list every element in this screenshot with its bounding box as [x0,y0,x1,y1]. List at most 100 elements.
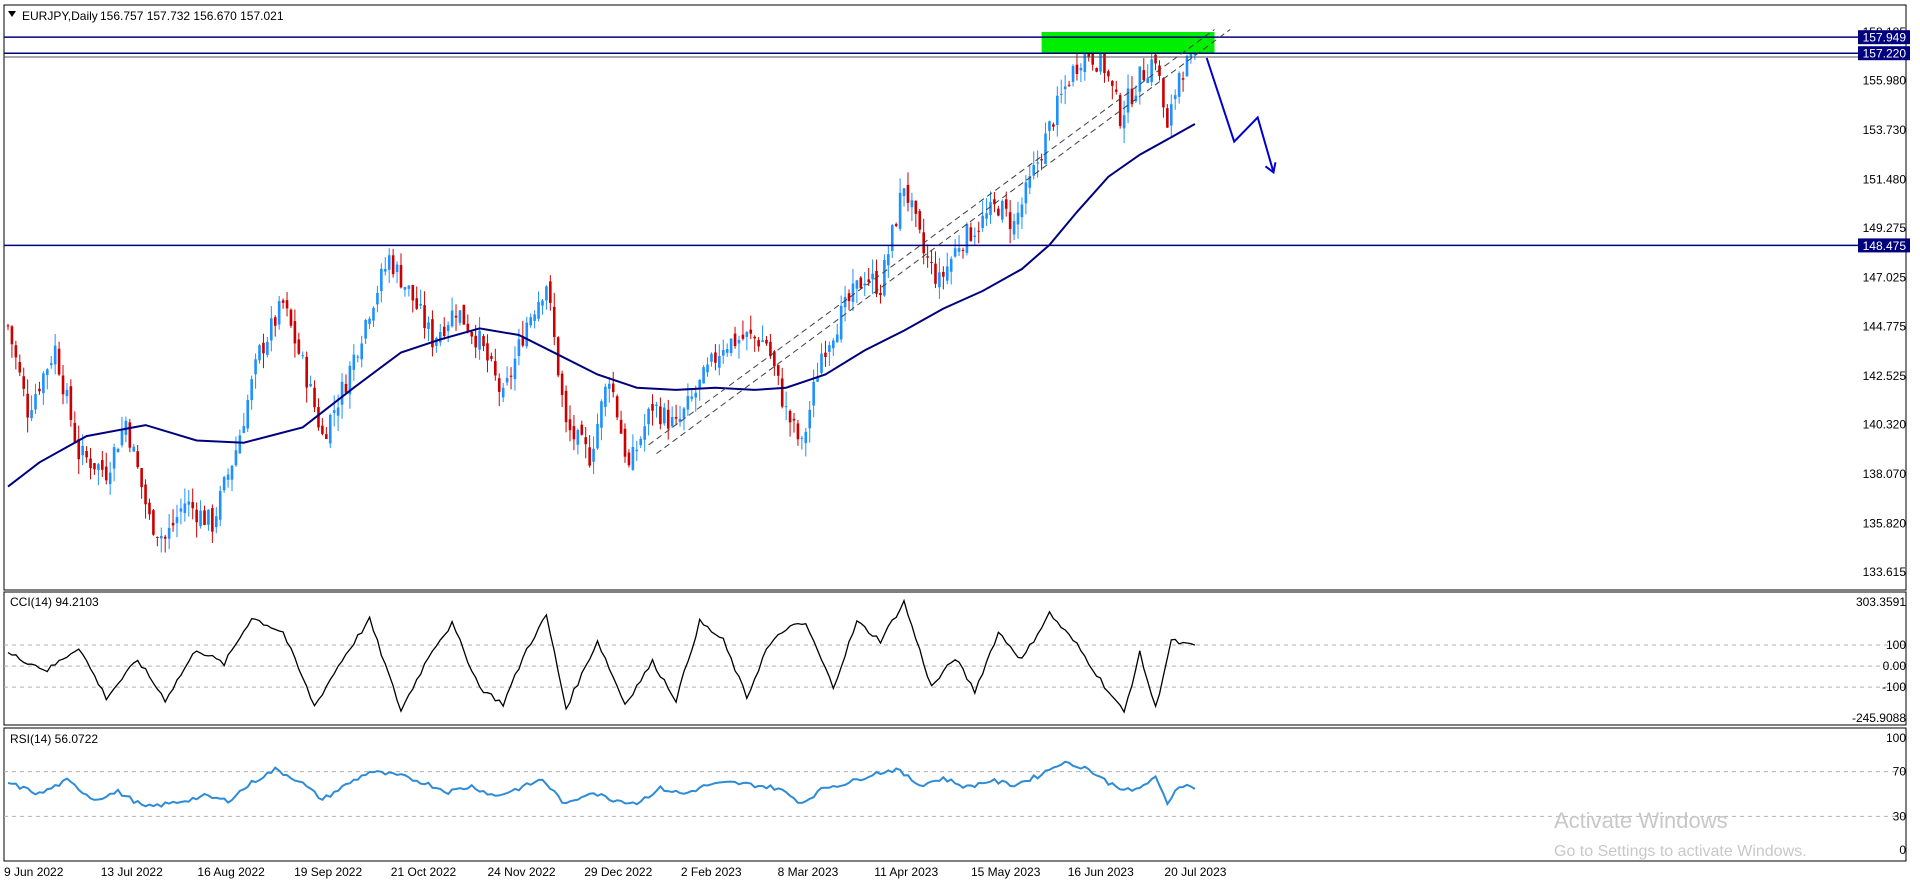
candle-body [525,322,529,347]
candle-body [494,361,497,376]
candle-body [1059,93,1063,95]
candle-body [765,339,768,344]
candle-body [773,351,776,367]
candle-body [792,418,796,421]
candle-body [1040,159,1043,161]
candle-body [152,510,155,535]
candle-body [486,343,489,361]
candle-body [478,330,481,350]
candle-body [875,270,878,294]
resistance-zone [1041,32,1215,54]
candle-body [250,379,253,401]
candle-body [808,409,812,429]
time-tick-label: 19 Sep 2022 [294,865,362,879]
candle-body [203,510,206,525]
candle-body [427,322,430,329]
cci-tick-label: -100 [1882,680,1906,694]
candle-body [446,325,450,332]
main-pane-border [3,4,1907,591]
candle-body [148,502,151,515]
candle-body [356,356,360,358]
candle-body [368,318,371,324]
candle-body [85,451,88,458]
rsi-pane [3,727,1907,862]
candle-body [973,235,977,237]
candle-body [183,503,187,514]
candle-body [545,286,548,301]
candle-body [977,230,981,232]
candle-body [1020,204,1024,218]
candle-body [258,345,261,361]
candle-body [187,501,191,505]
candle-body [1118,95,1122,126]
candle-body [120,429,124,446]
candle-body [325,434,328,439]
candle-body [1099,51,1102,72]
candle-body [800,437,804,439]
candle-body [832,340,835,349]
candle-body [902,188,906,197]
candle-body [851,283,855,302]
candle-body [757,340,760,347]
candle-body [395,264,399,273]
cci-pane [3,591,1907,726]
candle-body [1000,201,1004,220]
candle-body [1114,89,1118,92]
time-tick-label: 9 Jun 2022 [4,865,64,879]
candle-body [1067,84,1071,86]
candle-body [262,342,265,354]
candle-body [604,386,607,407]
candle-body [894,224,898,227]
candle-body [387,255,391,270]
candle-body [824,352,827,358]
candle-body [635,449,639,452]
candle-body [419,303,422,306]
candle-body [600,401,603,428]
time-tick-label: 20 Jul 2023 [1164,865,1226,879]
price-tick-label: 147.025 [1863,270,1907,284]
candle-body [639,438,643,446]
candle-body [391,255,395,275]
candle-body [847,293,851,302]
candle-body [828,345,831,352]
candle-body [270,318,273,341]
candle-body [552,306,556,338]
candle-body [101,460,104,470]
ohlc-values: 156.757 157.732 156.670 157.021 [100,9,284,23]
price-tick-label: 144.775 [1863,320,1907,334]
candle-body [14,345,18,358]
candle-body [949,258,953,272]
candle-body [1185,55,1189,77]
candle-body [313,387,316,408]
candle-body [1126,88,1130,113]
price-tick-label: 142.525 [1863,369,1907,383]
candle-body [348,365,352,395]
candle-body [678,418,682,423]
candle-body [655,404,658,407]
candle-body [1024,182,1028,204]
candle-body [218,491,222,520]
projection-arrowhead-icon [1264,162,1277,175]
watermark-line2: Go to Settings to activate Windows. [1554,843,1807,860]
candle-body [784,406,788,408]
time-tick-label: 11 Apr 2023 [874,865,938,879]
candle-body [277,301,281,325]
candle-body [77,438,81,460]
candle-body [737,339,741,344]
candle-body [816,377,819,382]
candle-body [647,408,650,425]
candle-body [305,356,308,388]
candle-body [898,192,902,229]
price-level-tag [1858,238,1910,253]
candle-body [344,383,348,393]
price-tick-label: 138.070 [1863,467,1907,481]
symbol-label: EURJPY,Daily [22,9,98,23]
candle-body [42,373,45,394]
candle-body [871,273,874,280]
candle-body [564,390,568,423]
candle-body [1056,95,1059,126]
candle-body [588,447,591,466]
dropdown-triangle-icon[interactable] [8,11,16,17]
